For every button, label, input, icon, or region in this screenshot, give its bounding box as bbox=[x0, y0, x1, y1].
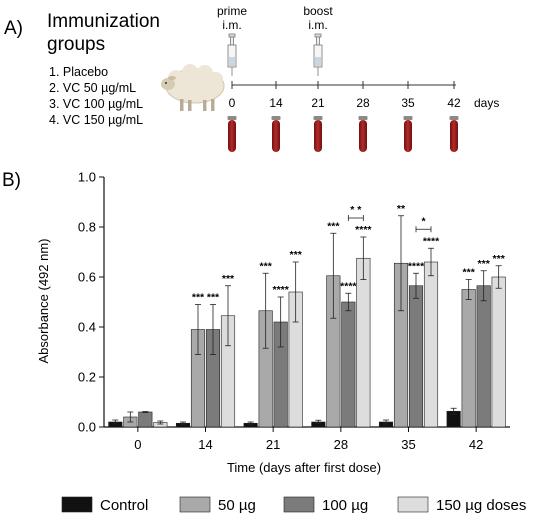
group-item-2: 2. VC 50 µg/mL bbox=[49, 81, 136, 95]
x-tick-label: 42 bbox=[469, 437, 483, 452]
legend-swatch bbox=[61, 496, 93, 513]
significance-label: *** bbox=[327, 220, 340, 232]
chart-legend: Control 50 µg 100 µg 150 µg doses bbox=[61, 496, 526, 514]
significance-label: *** bbox=[222, 273, 235, 285]
panel-b-label: B) bbox=[2, 170, 21, 191]
sheep-icon bbox=[161, 64, 225, 111]
significance-label: **** bbox=[272, 284, 289, 296]
blood-tube-icon bbox=[227, 116, 237, 152]
significance-label: **** bbox=[355, 224, 372, 236]
bar bbox=[423, 261, 439, 428]
blood-tubes bbox=[227, 116, 459, 152]
panel-a-title-line2: groups bbox=[47, 34, 105, 55]
bar bbox=[461, 289, 476, 428]
blood-tube-icon bbox=[271, 116, 281, 152]
legend-label: 150 µg doses bbox=[436, 497, 526, 514]
y-tick-label: 1.0 bbox=[78, 170, 96, 185]
x-tick-label: 14 bbox=[198, 437, 212, 452]
legend-label: 100 µg bbox=[322, 497, 368, 514]
boost-syringe-icon bbox=[313, 33, 323, 76]
timeline-days-label: days bbox=[474, 96, 499, 110]
x-tick-label: 21 bbox=[266, 437, 280, 452]
y-tick-label: 0.8 bbox=[78, 220, 96, 235]
bar-chart: 0.00.20.40.60.81.00 14*** ******21********… bbox=[78, 170, 510, 452]
boost-route-label: i.m. bbox=[308, 18, 327, 32]
significance-label: **** bbox=[408, 260, 425, 272]
blood-tube-icon bbox=[403, 116, 413, 152]
blood-tube-icon bbox=[449, 116, 459, 152]
legend-swatch bbox=[397, 496, 429, 513]
timeline-day-label: 21 bbox=[311, 96, 325, 110]
panel-a-label: A) bbox=[4, 18, 23, 39]
x-tick-label: 28 bbox=[334, 437, 348, 452]
timeline-day-label: 42 bbox=[447, 96, 461, 110]
bar bbox=[356, 257, 371, 428]
group-item-4: 4. VC 150 µg/mL bbox=[49, 113, 143, 127]
legend-label: 50 µg bbox=[218, 497, 256, 514]
x-axis-title: Time (days after first dose) bbox=[227, 460, 381, 475]
x-tick-label: 0 bbox=[134, 437, 141, 452]
prime-syringe-icon bbox=[227, 33, 237, 76]
panel-a-title-line1: Immunization bbox=[47, 11, 160, 32]
legend-swatch bbox=[179, 496, 211, 513]
significance-label: **** bbox=[423, 235, 440, 247]
group-item-3: 3. VC 100 µg/mL bbox=[49, 97, 143, 111]
y-tick-label: 0.6 bbox=[78, 270, 96, 285]
bar bbox=[408, 285, 424, 428]
x-tick-label: 35 bbox=[401, 437, 415, 452]
prime-route-label: i.m. bbox=[222, 18, 241, 32]
legend-swatch bbox=[283, 496, 315, 513]
timeline-day-label: 35 bbox=[401, 96, 415, 110]
panel-b: B) Absorbance (492 nm) Time (days after … bbox=[2, 170, 526, 515]
significance-label: *** bbox=[260, 260, 273, 272]
significance-label: *** bbox=[290, 249, 303, 261]
y-tick-label: 0.2 bbox=[78, 370, 96, 385]
significance-label: *** bbox=[207, 292, 220, 304]
comparison-significance-label: * * bbox=[350, 204, 362, 216]
bar bbox=[491, 276, 506, 428]
y-tick-label: 0.4 bbox=[78, 320, 96, 335]
significance-label: *** bbox=[478, 258, 491, 270]
panel-a: A) Immunization groups 1. Placebo 2. VC … bbox=[4, 4, 499, 152]
prime-label: prime bbox=[217, 4, 247, 18]
significance-label: *** bbox=[192, 292, 205, 304]
comparison-significance-label: * bbox=[421, 215, 426, 227]
group-list: 1. Placebo 2. VC 50 µg/mL 3. VC 100 µg/m… bbox=[49, 65, 143, 127]
legend-label: Control bbox=[100, 497, 148, 514]
blood-tube-icon bbox=[358, 116, 368, 152]
timeline-day-label: 14 bbox=[269, 96, 283, 110]
significance-label: **** bbox=[340, 280, 357, 292]
blood-tube-icon bbox=[313, 116, 323, 152]
significance-label: ** bbox=[397, 203, 406, 215]
significance-label: *** bbox=[493, 253, 506, 265]
group-item-1: 1. Placebo bbox=[49, 65, 108, 79]
timeline-day-label: 0 bbox=[229, 96, 236, 110]
bar bbox=[341, 301, 356, 428]
timeline-day-label: 28 bbox=[356, 96, 370, 110]
timeline-ticks: 0 14 21 28 35 42 bbox=[229, 81, 461, 110]
y-axis-title: Absorbance (492 nm) bbox=[36, 238, 51, 363]
bar bbox=[138, 411, 153, 428]
boost-label: boost bbox=[303, 4, 333, 18]
bar bbox=[476, 285, 491, 428]
significance-label: *** bbox=[463, 267, 476, 279]
y-tick-label: 0.0 bbox=[78, 420, 96, 435]
